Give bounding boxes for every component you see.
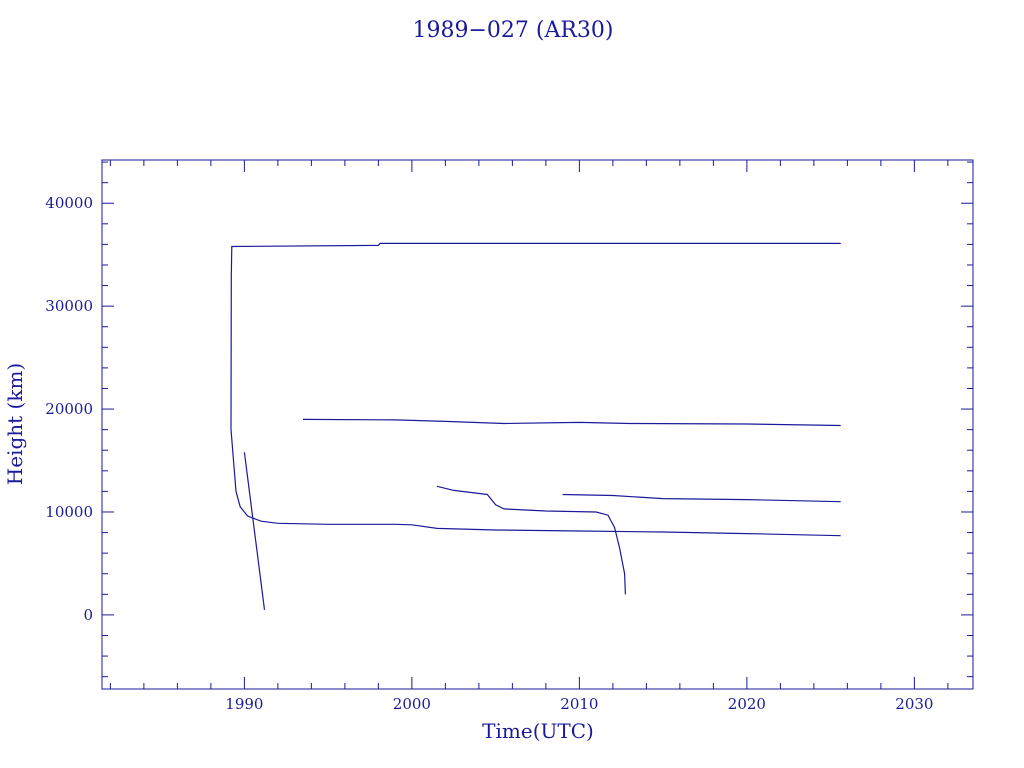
y-tick-label: 40000 — [45, 194, 93, 212]
y-tick-label: 0 — [83, 606, 93, 624]
series-line-3 — [243, 452, 266, 610]
x-tick-label: 2010 — [560, 695, 598, 713]
x-axis-label: Time(UTC) — [482, 719, 594, 743]
y-tick-label: 30000 — [45, 297, 93, 315]
x-tick-label: 2030 — [895, 695, 933, 713]
y-axis-label: Height (km) — [3, 363, 27, 485]
y-tick-label: 10000 — [45, 503, 93, 521]
y-tick-label: 20000 — [45, 400, 93, 418]
tick-labels: 1990 2000 2010 2020 2030 0 10000 20000 30000 4000… — [45, 194, 933, 713]
series-line-6 — [562, 493, 841, 503]
chart-title: 1989−027 (AR30) — [412, 18, 613, 43]
x-tick-label: 1990 — [225, 695, 263, 713]
series-line-2 — [230, 429, 841, 537]
axis-ticks — [102, 160, 973, 689]
x-tick-label: 2000 — [393, 695, 431, 713]
plot-frame — [101, 159, 974, 690]
series-line-5 — [436, 485, 626, 595]
x-tick-label: 2020 — [728, 695, 766, 713]
series-layer — [230, 242, 841, 610]
series-line-1 — [230, 242, 841, 430]
series-line-4 — [302, 418, 841, 427]
